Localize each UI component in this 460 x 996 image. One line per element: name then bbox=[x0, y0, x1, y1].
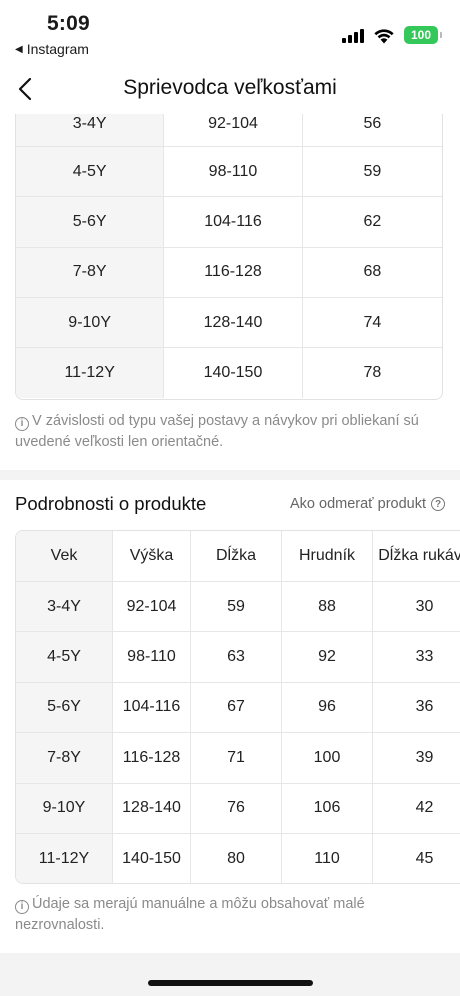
sleeve-cell: 39 bbox=[415, 748, 434, 766]
product-details-title: Podrobnosti o produkte bbox=[15, 493, 207, 514]
age-cell: 7-8Y bbox=[16, 733, 113, 783]
table-row: 11-12Y 140-150 78 bbox=[16, 348, 442, 399]
table-row: 9-10Y 128-140 76 106 42 bbox=[16, 783, 460, 834]
info-icon: i bbox=[15, 899, 29, 914]
page-title: Sprievodca veľkosťami bbox=[123, 76, 337, 99]
length-cell: 80 bbox=[191, 833, 282, 883]
age-cell: 7-8Y bbox=[16, 247, 165, 297]
wifi-icon bbox=[374, 29, 394, 44]
status-time: 5:09 bbox=[47, 12, 90, 35]
measurement-disclaimer: i Údaje sa merajú manuálne a môžu obsahov… bbox=[15, 894, 445, 936]
battery-icon: 100 bbox=[404, 26, 442, 44]
table-row: 5-6Y 104-116 62 bbox=[16, 197, 442, 248]
age-cell: 9-10Y bbox=[16, 297, 165, 348]
age-cell: 5-6Y bbox=[16, 197, 165, 247]
product-details-table[interactable]: Vek Výška Dĺžka Hrudník Dĺžka rukáva 3-4… bbox=[15, 530, 460, 884]
age-cell: 9-10Y bbox=[16, 783, 113, 833]
table-row: 4-5Y 98-110 63 92 33 bbox=[16, 632, 460, 683]
height-cell: 98-110 bbox=[164, 147, 303, 197]
home-indicator[interactable] bbox=[148, 980, 313, 986]
sleeve-cell: 36 bbox=[415, 698, 434, 716]
length-cell: 76 bbox=[191, 783, 282, 833]
height-cell: 128-140 bbox=[113, 783, 191, 833]
how-to-measure-label: Ako odmerať produkt bbox=[289, 496, 426, 512]
chest-cell: 92 bbox=[282, 632, 373, 682]
height-cell: 92-104 bbox=[164, 114, 303, 146]
table-row: 11-12Y 140-150 80 110 45 bbox=[16, 833, 460, 883]
back-triangle-icon: ◀ bbox=[15, 43, 23, 55]
height-cell: 98-110 bbox=[113, 632, 191, 682]
size-cell: 74 bbox=[363, 313, 382, 331]
table-row: 5-6Y 104-116 67 96 36 bbox=[16, 682, 460, 734]
size-cell: 56 bbox=[363, 115, 382, 132]
size-cell: 59 bbox=[363, 162, 382, 180]
height-cell: 104-116 bbox=[164, 197, 303, 247]
table-row: 7-8Y 116-128 71 100 39 bbox=[16, 733, 460, 784]
age-cell: 5-6Y bbox=[16, 682, 113, 733]
height-cell: 92-104 bbox=[113, 582, 191, 632]
header-age: Vek bbox=[16, 531, 113, 581]
question-icon: ? bbox=[431, 497, 445, 511]
size-table: 3-4Y 92-104 56 4-5Y 98-110 59 5-6Y 104-1… bbox=[15, 114, 443, 400]
sleeve-cell: 45 bbox=[415, 850, 434, 868]
navigation-bar: Sprievodca veľkosťami bbox=[0, 64, 460, 114]
height-cell: 116-128 bbox=[164, 247, 303, 297]
age-cell: 3-4Y bbox=[16, 582, 113, 632]
table-row: 4-5Y 98-110 59 bbox=[16, 147, 442, 198]
age-cell: 11-12Y bbox=[16, 348, 165, 399]
sleeve-cell: 42 bbox=[415, 799, 434, 817]
back-to-app-link[interactable]: ◀ Instagram bbox=[15, 41, 89, 57]
section-divider bbox=[0, 470, 460, 480]
height-cell: 116-128 bbox=[113, 733, 191, 783]
sleeve-cell: 33 bbox=[415, 648, 434, 666]
header-sleeve-length: Dĺžka rukáva bbox=[378, 547, 460, 564]
bottom-area bbox=[0, 953, 460, 996]
back-app-label: Instagram bbox=[26, 41, 89, 57]
height-cell: 104-116 bbox=[113, 682, 191, 733]
table-header-row: Vek Výška Dĺžka Hrudník Dĺžka rukáva bbox=[16, 531, 460, 582]
length-cell: 59 bbox=[191, 582, 282, 632]
size-disclaimer-text: V závislosti od typu vašej postavy a náv… bbox=[15, 413, 419, 450]
chest-cell: 106 bbox=[282, 783, 373, 833]
cellular-signal-icon bbox=[342, 27, 364, 43]
chest-cell: 110 bbox=[282, 833, 373, 883]
length-cell: 67 bbox=[191, 682, 282, 733]
age-cell: 3-4Y bbox=[16, 114, 165, 146]
chest-cell: 96 bbox=[282, 682, 373, 733]
table-row: 3-4Y 92-104 59 88 30 bbox=[16, 582, 460, 633]
size-cell: 78 bbox=[363, 364, 382, 382]
table-row: 7-8Y 116-128 68 bbox=[16, 247, 442, 298]
back-button[interactable] bbox=[14, 76, 36, 102]
measurement-disclaimer-text: Údaje sa merajú manuálne a môžu obsahova… bbox=[15, 896, 365, 933]
age-cell: 4-5Y bbox=[16, 632, 113, 682]
table-row: 3-4Y 92-104 56 bbox=[16, 114, 442, 147]
header-height: Výška bbox=[113, 531, 191, 581]
product-details-header: Podrobnosti o produkte Ako odmerať produ… bbox=[15, 493, 460, 517]
header-chest: Hrudník bbox=[282, 531, 373, 581]
age-cell: 4-5Y bbox=[16, 147, 165, 197]
status-icons: 100 bbox=[342, 26, 442, 44]
size-cell: 68 bbox=[363, 263, 382, 281]
size-cell: 62 bbox=[363, 212, 382, 230]
header-length: Dĺžka bbox=[191, 531, 282, 581]
height-cell: 128-140 bbox=[164, 297, 303, 348]
height-cell: 140-150 bbox=[113, 833, 191, 883]
chest-cell: 100 bbox=[282, 733, 373, 783]
table-row: 9-10Y 128-140 74 bbox=[16, 297, 442, 349]
length-cell: 71 bbox=[191, 733, 282, 783]
height-cell: 140-150 bbox=[164, 348, 303, 399]
age-cell: 11-12Y bbox=[16, 833, 113, 883]
chest-cell: 88 bbox=[282, 582, 373, 632]
length-cell: 63 bbox=[191, 632, 282, 682]
info-icon: i bbox=[15, 416, 29, 431]
chevron-left-icon bbox=[18, 77, 32, 101]
status-bar: 5:09 ◀ Instagram 100 bbox=[0, 0, 460, 64]
sleeve-cell: 30 bbox=[415, 597, 434, 615]
how-to-measure-link[interactable]: Ako odmerať produkt ? bbox=[290, 496, 445, 512]
